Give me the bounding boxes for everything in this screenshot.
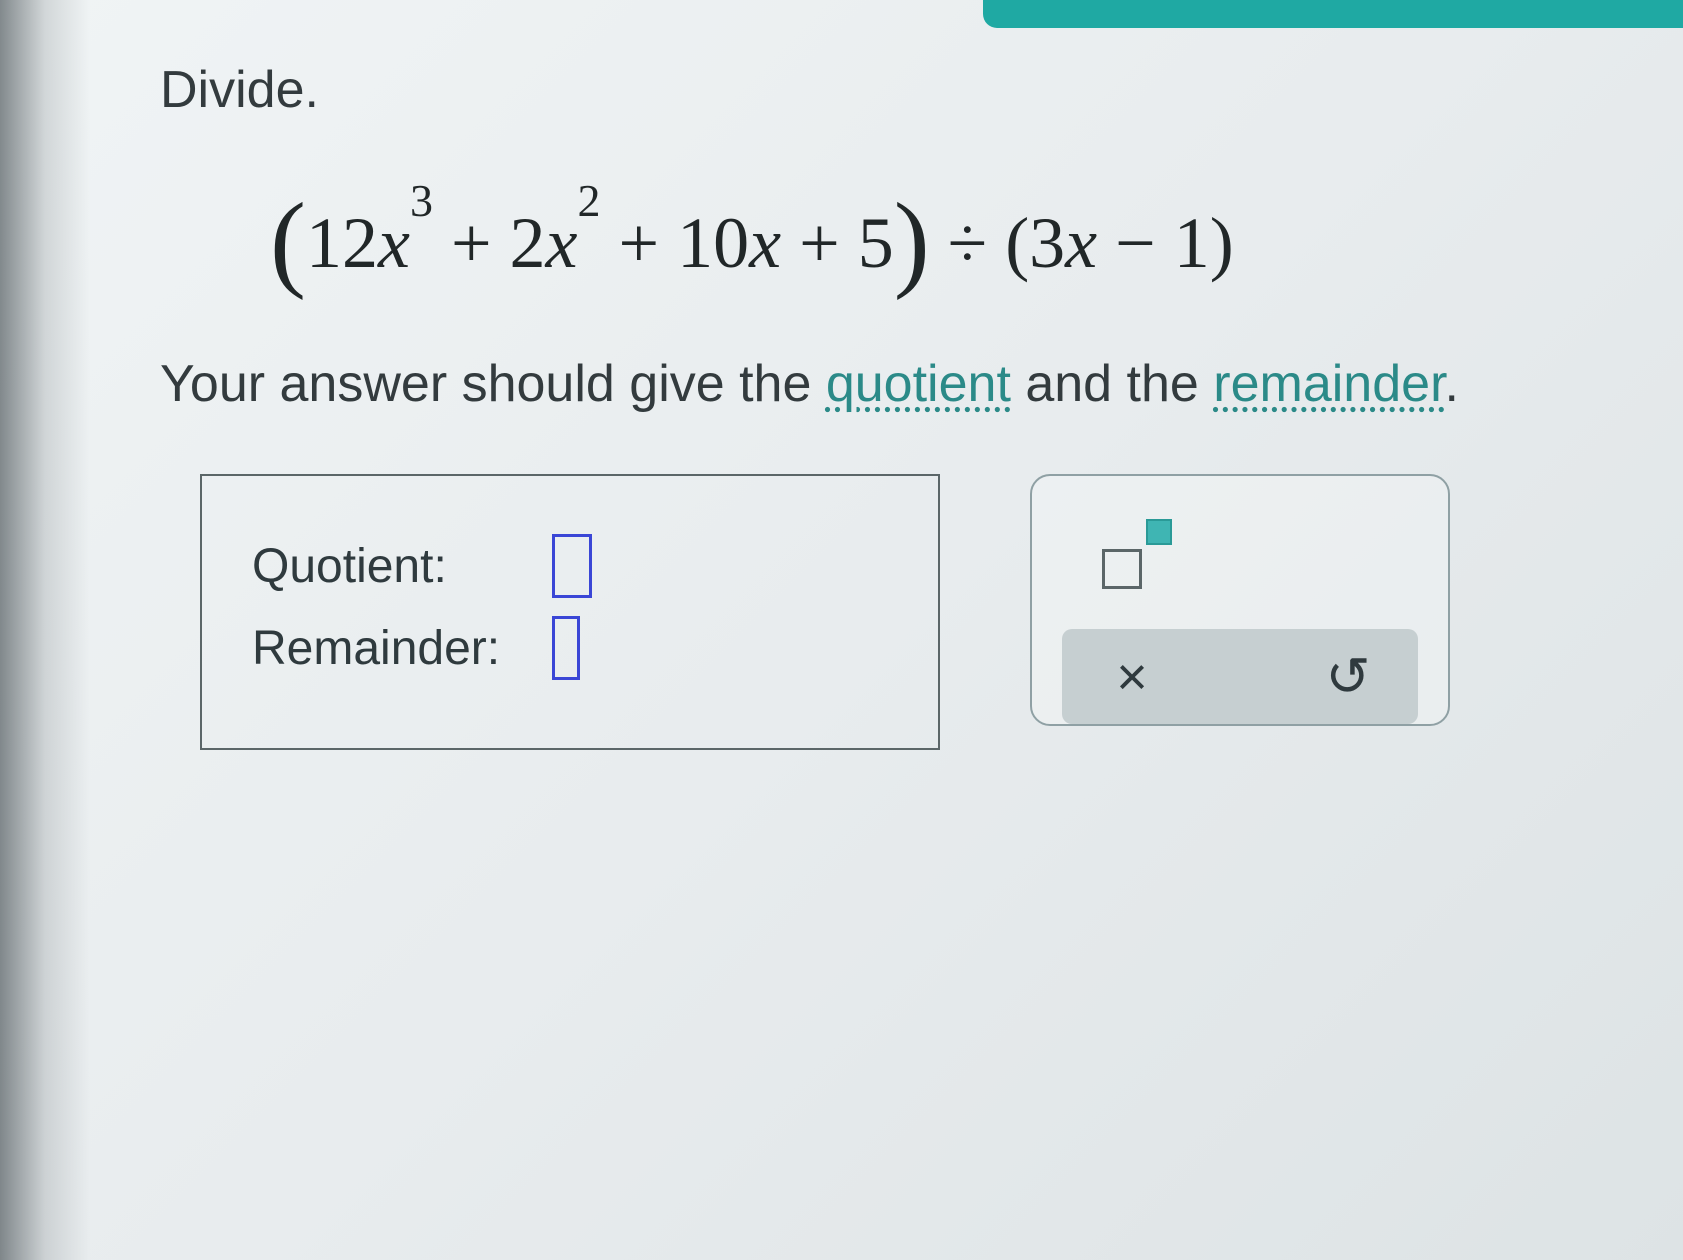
term-coef: 2	[510, 203, 546, 283]
answer-box: Quotient: Remainder:	[200, 474, 940, 750]
term-var: x	[378, 203, 410, 283]
clear-button[interactable]: ×	[1102, 650, 1162, 704]
term-var: x	[749, 203, 781, 283]
undo-button[interactable]: ↺	[1318, 650, 1378, 704]
term-op: +	[451, 203, 492, 283]
remainder-label: Remainder:	[252, 621, 552, 676]
keyword-remainder[interactable]: remainder	[1213, 355, 1444, 413]
term-op: +	[619, 203, 660, 283]
tool-row-exponent	[1062, 506, 1418, 601]
term-coef: 10	[677, 203, 749, 283]
div-var: x	[1065, 203, 1097, 283]
term-coef: 12	[306, 203, 378, 283]
term-exp: 3	[410, 175, 433, 226]
problem-content: Divide. (12x3 + 2x2 + 10x + 5) ÷ (3x − 1…	[160, 60, 1640, 750]
div-op: −	[1115, 203, 1156, 283]
header-accent-bar	[983, 0, 1683, 28]
exponent-base-icon	[1102, 549, 1142, 589]
hint-mid: and the	[1011, 355, 1213, 413]
term-coef: 5	[858, 203, 894, 283]
div-coef: 1	[1174, 203, 1210, 283]
left-edge-shadow	[0, 0, 90, 1260]
exponent-sup-icon	[1146, 519, 1172, 545]
term-exp: 2	[578, 175, 601, 226]
remainder-input[interactable]	[552, 616, 580, 680]
close-paren: )	[894, 182, 930, 301]
quotient-input[interactable]	[552, 534, 592, 598]
div-coef: 3	[1029, 203, 1065, 283]
quotient-row: Quotient:	[252, 534, 888, 598]
divide-symbol: ÷	[948, 203, 988, 283]
quotient-label: Quotient:	[252, 539, 552, 594]
hint-prefix: Your answer should give the	[160, 355, 826, 413]
instruction-text: Divide.	[160, 60, 1640, 120]
hint-suffix: .	[1445, 355, 1459, 413]
equation-display: (12x3 + 2x2 + 10x + 5) ÷ (3x − 1)	[270, 170, 1640, 294]
remainder-row: Remainder:	[252, 616, 888, 680]
open-paren: (	[270, 182, 306, 301]
answer-area: Quotient: Remainder: × ↺	[200, 474, 1640, 750]
keyword-quotient[interactable]: quotient	[826, 355, 1011, 413]
hint-text: Your answer should give the quotient and…	[160, 354, 1640, 414]
term-var: x	[546, 203, 578, 283]
tool-row-actions: × ↺	[1062, 629, 1418, 724]
exponent-button[interactable]	[1102, 519, 1172, 589]
term-op: +	[799, 203, 840, 283]
math-toolbox: × ↺	[1030, 474, 1450, 726]
